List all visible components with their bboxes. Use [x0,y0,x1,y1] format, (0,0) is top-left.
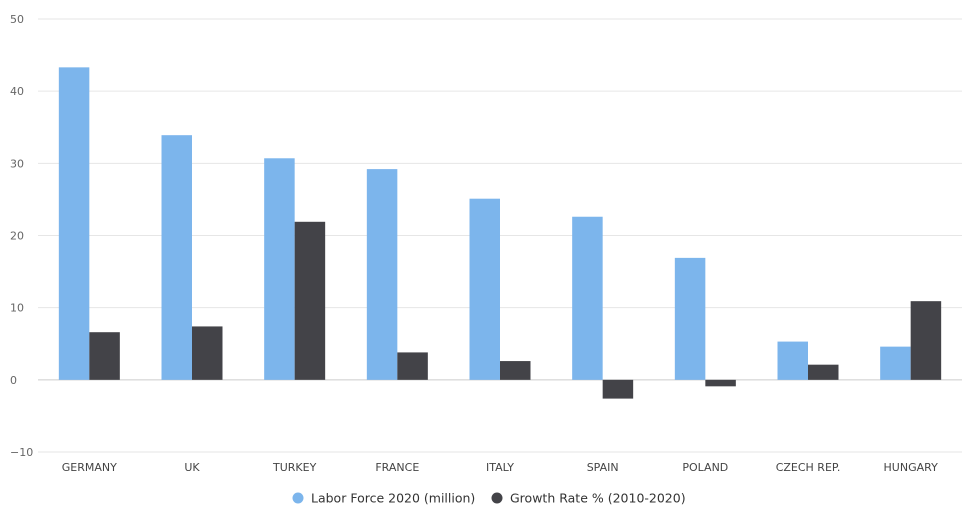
y-tick-label: −10 [10,446,33,459]
y-tick-label: 40 [10,85,24,98]
legend-marker [292,492,304,504]
x-tick-label: CZECH REP. [776,461,841,474]
bar-labor-force-turkey[interactable] [264,158,295,380]
bar-labor-force-czech-rep[interactable] [777,341,809,380]
y-tick-label: 50 [10,13,24,26]
y-tick-label: 10 [10,302,24,315]
bar-labor-force-spain[interactable] [572,216,603,380]
legend[interactable]: Labor Force 2020 (million) Growth Rate % … [292,491,686,506]
bar-labor-force-italy[interactable] [469,198,501,380]
bar-growth-rate-uk[interactable] [192,326,223,380]
legend-label: Growth Rate % (2010-2020) [510,491,686,506]
bar-growth-rate-poland[interactable] [705,379,736,387]
bar-growth-rate-france[interactable] [397,352,428,380]
bar-growth-rate-turkey[interactable] [294,221,326,380]
bar-growth-rate-czech-rep[interactable] [808,364,839,380]
bar-labor-force-germany[interactable] [58,67,90,380]
x-tick-label: UK [184,461,200,474]
y-tick-label: 30 [10,157,24,170]
bar-labor-force-uk[interactable] [161,135,193,380]
legend-item-labor-force[interactable]: Labor Force 2020 (million) [292,491,476,506]
bars [58,67,942,399]
x-tick-label: FRANCE [375,461,419,474]
x-tick-label: HUNGARY [884,461,939,474]
y-tick-label: 20 [10,230,24,243]
x-tick-label: TURKEY [272,461,317,474]
bar-growth-rate-spain[interactable] [602,379,634,399]
bar-labor-force-hungary[interactable] [880,346,911,380]
x-tick-label: GERMANY [62,461,117,474]
bar-growth-rate-hungary[interactable] [910,301,942,380]
x-tick-label: ITALY [486,461,514,474]
legend-marker [491,492,503,504]
bar-growth-rate-germany[interactable] [89,332,120,380]
legend-label: Labor Force 2020 (million) [311,491,475,506]
bar-labor-force-poland[interactable] [674,257,706,380]
bar-growth-rate-italy[interactable] [500,361,531,380]
x-tick-label: SPAIN [587,461,619,474]
y-axis: 50 40 30 20 10 0 −10 [10,13,33,459]
y-tick-label: 0 [10,374,17,387]
bar-labor-force-france[interactable] [366,169,398,380]
legend-item-growth-rate[interactable]: Growth Rate % (2010-2020) [491,491,686,506]
x-tick-label: POLAND [682,461,728,474]
x-axis: GERMANY UK TURKEY FRANCE ITALY SPAIN POLAND CZE… [62,461,938,474]
